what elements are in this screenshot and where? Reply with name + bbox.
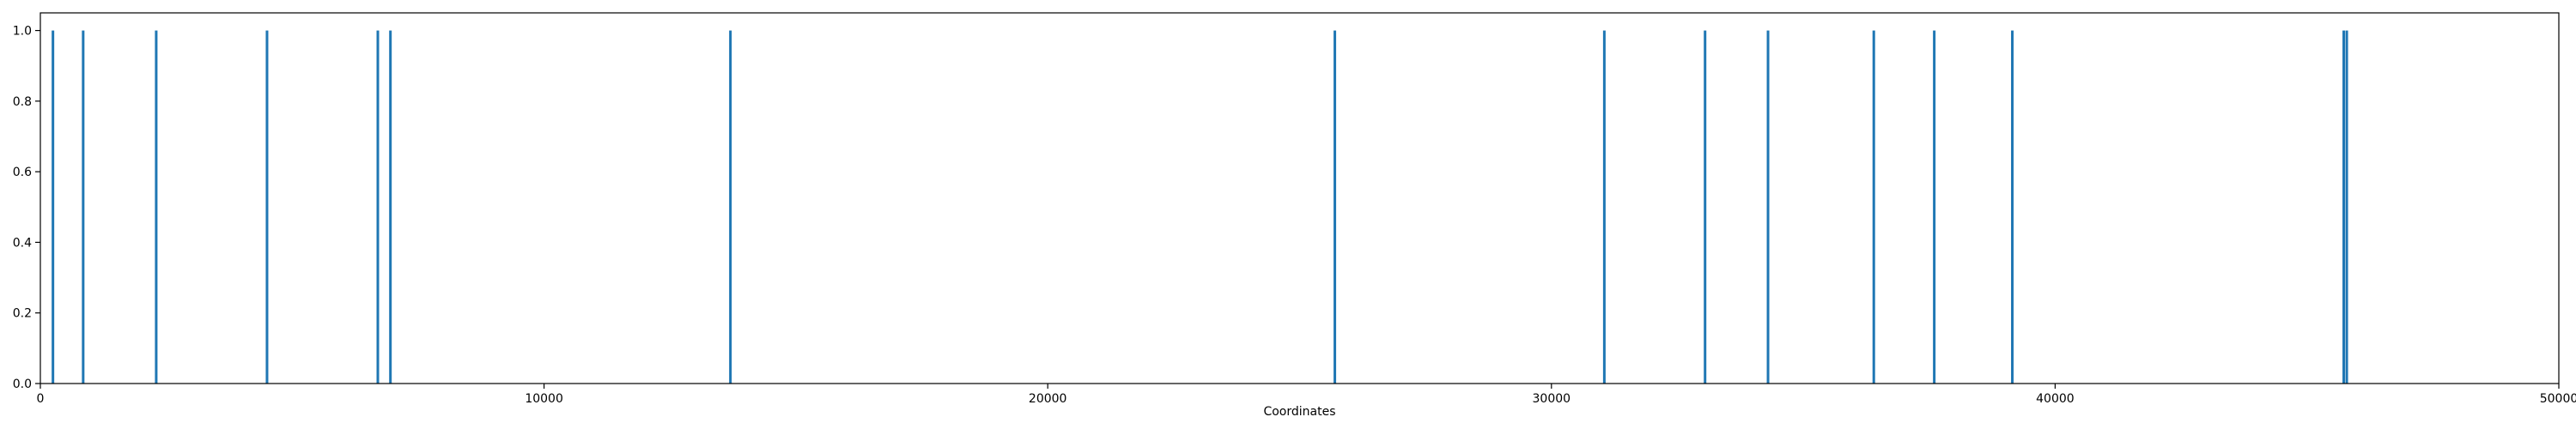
y-tick-label: 0.4 <box>13 236 32 250</box>
x-tick-label: 30000 <box>1533 392 1571 406</box>
x-tick-label: 0 <box>37 392 45 406</box>
bars-layer <box>52 30 2348 384</box>
bar <box>265 30 269 384</box>
y-tick-label: 0.6 <box>13 166 32 179</box>
bar <box>729 30 732 384</box>
axes-layer <box>39 12 2560 384</box>
bar <box>1766 30 1770 384</box>
ticks-layer: 0 10000 20000 30000 40000 50000 0.0 0.2 0.4 0.6 0.… <box>13 25 2576 406</box>
bar <box>155 30 158 384</box>
bar <box>1872 30 1875 384</box>
bar <box>1602 30 1606 384</box>
x-tick-label: 20000 <box>1029 392 1067 406</box>
bar <box>1933 30 1936 384</box>
bar <box>1334 30 1337 384</box>
bar <box>376 30 380 384</box>
x-axis-label: Coordinates <box>1263 405 1335 419</box>
bar <box>2011 30 2014 384</box>
x-tick-label: 10000 <box>525 392 563 406</box>
bar <box>52 30 55 384</box>
y-tick-label: 0.8 <box>13 95 32 109</box>
bar <box>82 30 85 384</box>
y-tick-label: 0.2 <box>13 307 32 321</box>
bar <box>1704 30 1707 384</box>
bar <box>2342 30 2346 384</box>
y-tick-label: 0.0 <box>13 378 32 391</box>
y-tick-label: 1.0 <box>13 25 32 39</box>
bar <box>389 30 392 384</box>
x-tick-label: 40000 <box>2036 392 2075 406</box>
plot-frame <box>39 12 2560 384</box>
x-tick-label: 50000 <box>2540 392 2576 406</box>
bar <box>2345 30 2348 384</box>
